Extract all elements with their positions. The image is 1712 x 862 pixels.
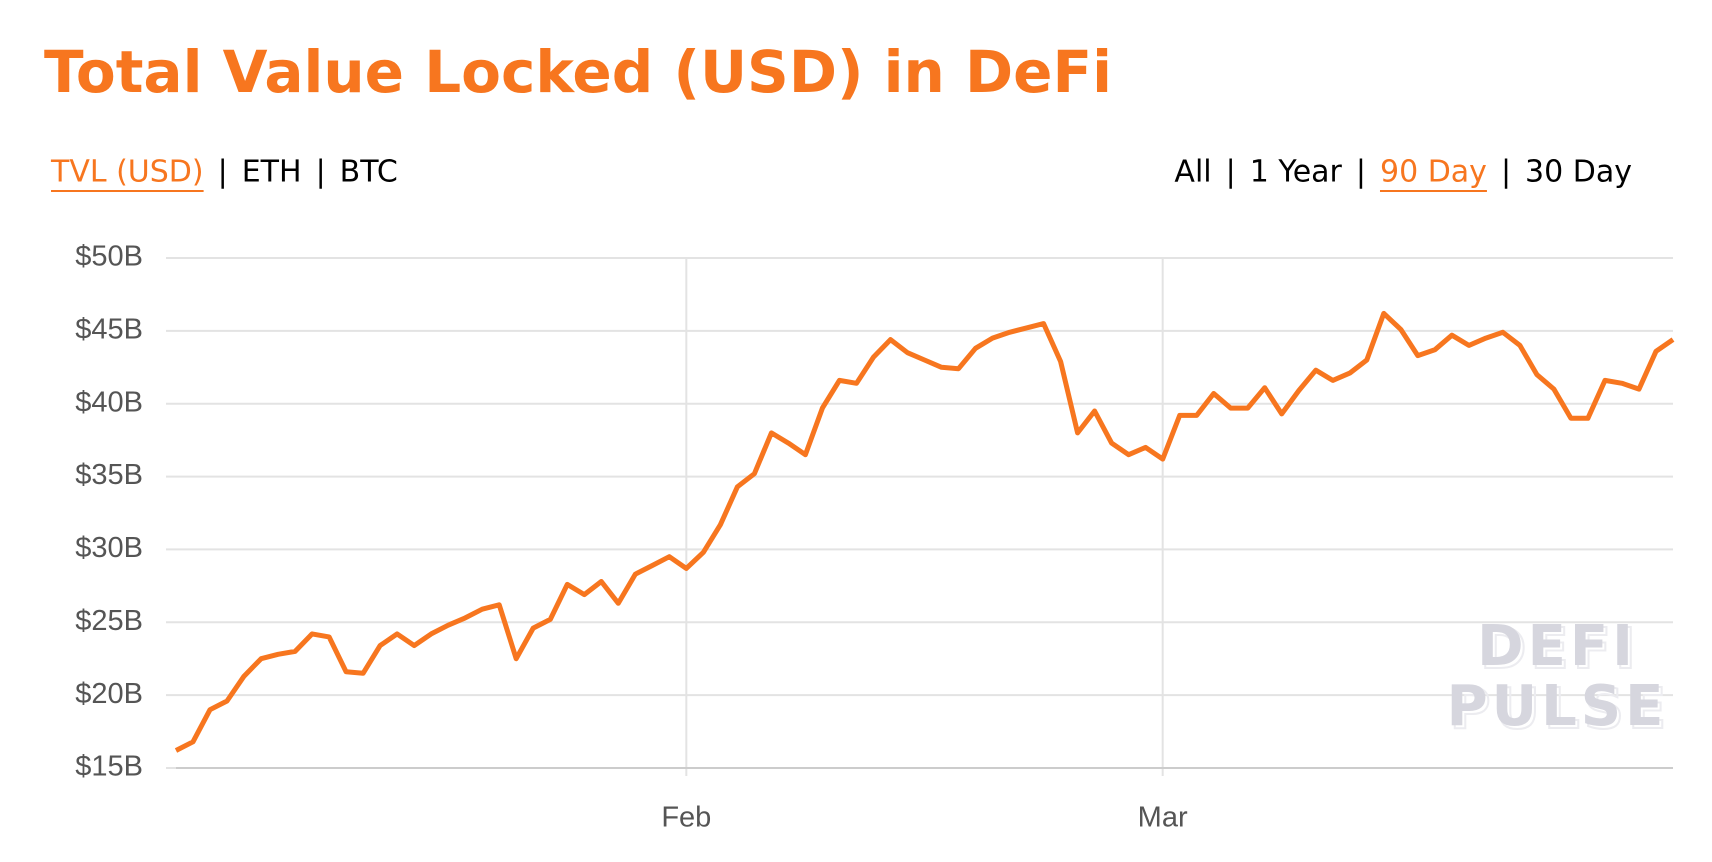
nav-link[interactable]: ETH (242, 155, 302, 190)
nav-link[interactable]: 1 Year (1250, 155, 1343, 190)
watermark-shadow: PULSE (1450, 677, 1671, 742)
separator: | (316, 155, 326, 190)
y-tick-label: $35B (75, 459, 143, 491)
y-tick-label: $40B (75, 386, 143, 418)
nav-link[interactable]: TVL (USD) (50, 155, 204, 190)
x-tick-label: Mar (1138, 802, 1188, 834)
nav-link[interactable]: BTC (340, 155, 398, 190)
watermark: PULSE (1447, 674, 1668, 739)
y-tick-label: $50B (75, 241, 143, 273)
separator: | (1356, 155, 1366, 190)
separator: | (1226, 155, 1236, 190)
x-tick-label: Feb (661, 802, 711, 834)
watermark-shadow: DEFI (1480, 617, 1640, 682)
tvl-line (174, 310, 1675, 753)
y-tick-label: $20B (75, 678, 143, 710)
separator: | (1501, 155, 1511, 190)
y-tick-label: $25B (75, 605, 143, 637)
y-tick-label: $30B (75, 532, 143, 564)
separator: | (218, 155, 228, 190)
nav-link[interactable]: 30 Day (1525, 155, 1632, 190)
nav-link[interactable]: All (1174, 155, 1211, 190)
watermark: DEFI (1477, 614, 1637, 679)
nav-link[interactable]: 90 Day (1380, 155, 1487, 190)
page-title: Total Value Locked (USD) in DeFi (44, 38, 1112, 106)
y-tick-label: $45B (75, 314, 143, 346)
y-tick-label: $15B (75, 751, 143, 783)
